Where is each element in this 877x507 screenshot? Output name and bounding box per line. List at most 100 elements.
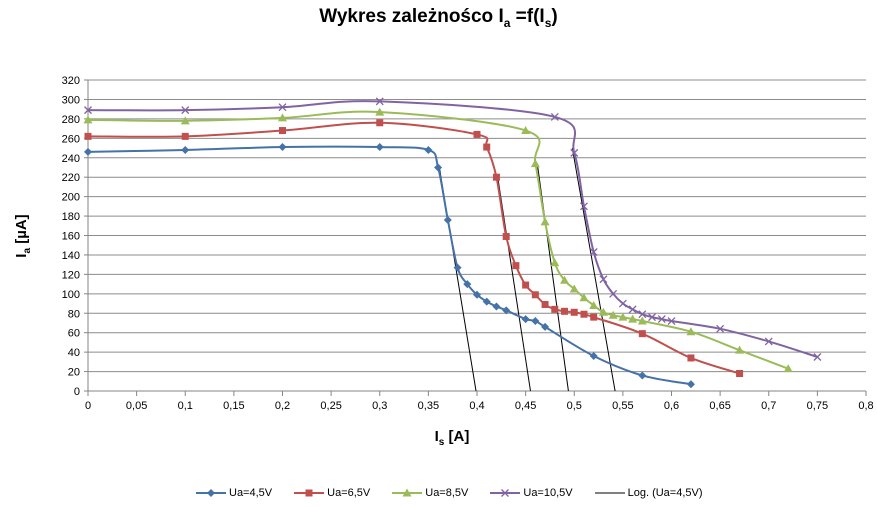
y-tick-label: 220	[62, 172, 80, 184]
data-point	[443, 215, 452, 224]
legend-item: Ua=4,5V	[196, 487, 272, 499]
data-point	[482, 297, 491, 306]
x-tick-labels: 0 0,05 0,1 0,15 0,2 0,25 0,3 0,35 0,4 0,45 0,5 0,55…	[85, 400, 874, 412]
data-point	[278, 143, 287, 152]
data-point	[686, 380, 695, 389]
data-series	[83, 97, 822, 389]
data-point	[541, 301, 549, 309]
data-point	[84, 106, 92, 115]
y-tick-label: 100	[62, 289, 80, 301]
y-tick-label: 80	[68, 308, 80, 320]
data-point	[492, 173, 500, 181]
y-tick-label: 320	[62, 75, 80, 87]
legend-swatch	[196, 489, 226, 497]
data-point	[502, 306, 511, 315]
data-point	[686, 327, 696, 336]
data-point	[560, 275, 570, 284]
data-point	[716, 324, 725, 333]
data-point	[540, 217, 550, 226]
data-point	[638, 371, 647, 380]
legend-label: Ua=4,5V	[229, 487, 273, 499]
data-point	[181, 145, 190, 154]
y-tick-label: 240	[62, 153, 80, 165]
data-point	[84, 147, 92, 156]
data-point	[531, 317, 540, 326]
data-point	[628, 305, 637, 314]
data-point	[609, 289, 618, 298]
series-1	[84, 143, 695, 389]
x-tick-label: 0,35	[418, 400, 439, 412]
data-point	[580, 202, 588, 211]
x-tick-label: 0,3	[372, 400, 387, 412]
data-point	[181, 106, 190, 115]
legend-item: Ua=8,5V	[392, 487, 468, 499]
data-point	[473, 290, 481, 299]
gridlines	[84, 79, 867, 396]
x-tick-label: 0,4	[469, 400, 484, 412]
data-point	[502, 232, 510, 240]
data-point	[783, 364, 793, 373]
series-line	[87, 145, 692, 386]
data-point	[735, 345, 745, 354]
data-point	[522, 281, 530, 289]
data-point	[637, 316, 647, 325]
data-point	[376, 119, 384, 127]
y-tick-label: 0	[74, 386, 80, 398]
data-point	[375, 97, 384, 106]
y-tick-label: 300	[62, 94, 80, 106]
legend: Ua=4,5V Ua=6,5V Ua=8,5V Ua=10,5V Log. (Ua=4,…	[196, 487, 725, 499]
data-point	[648, 313, 657, 322]
data-point	[521, 126, 531, 135]
x-tick-label: 0,7	[761, 400, 776, 412]
data-point	[375, 107, 385, 116]
y-tick-labels: 0 20 40 60 80 100 120 140 160 180 200 220 240 260 280 3…	[62, 75, 80, 398]
data-point	[434, 163, 443, 172]
data-point	[531, 291, 539, 299]
data-point	[84, 132, 92, 140]
data-point	[181, 132, 189, 140]
data-point	[589, 300, 599, 309]
x-tick-label: 0,15	[223, 400, 244, 412]
legend-label: Ua=8,5V	[425, 487, 469, 499]
x-tick-label: 0,8	[858, 400, 873, 412]
chart-title: Wykres zależnośco Ia =f(Is)	[319, 6, 558, 30]
data-point	[628, 314, 638, 323]
data-point	[736, 370, 744, 378]
legend-marker	[501, 489, 510, 497]
x-tick-label: 0,25	[320, 400, 341, 412]
x-tick-label: 0,1	[178, 400, 193, 412]
series-4	[84, 97, 822, 361]
data-point	[551, 305, 559, 313]
data-point	[453, 263, 462, 272]
data-point	[473, 130, 481, 138]
y-tick-label: 260	[62, 133, 80, 145]
data-point	[278, 103, 287, 112]
y-tick-label: 180	[62, 211, 80, 223]
data-point	[599, 275, 608, 284]
legend-item: Log. (Ua=4,5V)	[594, 487, 703, 499]
y-tick-label: 280	[62, 114, 80, 126]
data-point	[550, 258, 560, 267]
data-point	[483, 143, 491, 151]
y-tick-label: 140	[62, 250, 80, 262]
legend-swatch	[392, 488, 423, 497]
data-point	[530, 159, 540, 168]
data-point	[579, 293, 589, 302]
y-tick-label: 120	[62, 269, 80, 281]
legend-label: Ua=10,5V	[523, 487, 573, 499]
x-tick-label: 0,6	[664, 400, 679, 412]
data-point	[492, 302, 501, 311]
data-point	[512, 262, 520, 270]
data-point	[589, 352, 598, 361]
x-tick-label: 0,75	[807, 400, 828, 412]
data-point	[687, 354, 695, 362]
data-point	[541, 322, 550, 331]
data-point	[83, 115, 93, 124]
data-point	[278, 113, 287, 122]
y-tick-label: 20	[68, 367, 80, 379]
data-point	[608, 310, 618, 319]
trendlines	[438, 147, 616, 392]
data-point	[657, 315, 666, 324]
legend-label: Ua=6,5V	[327, 487, 371, 499]
